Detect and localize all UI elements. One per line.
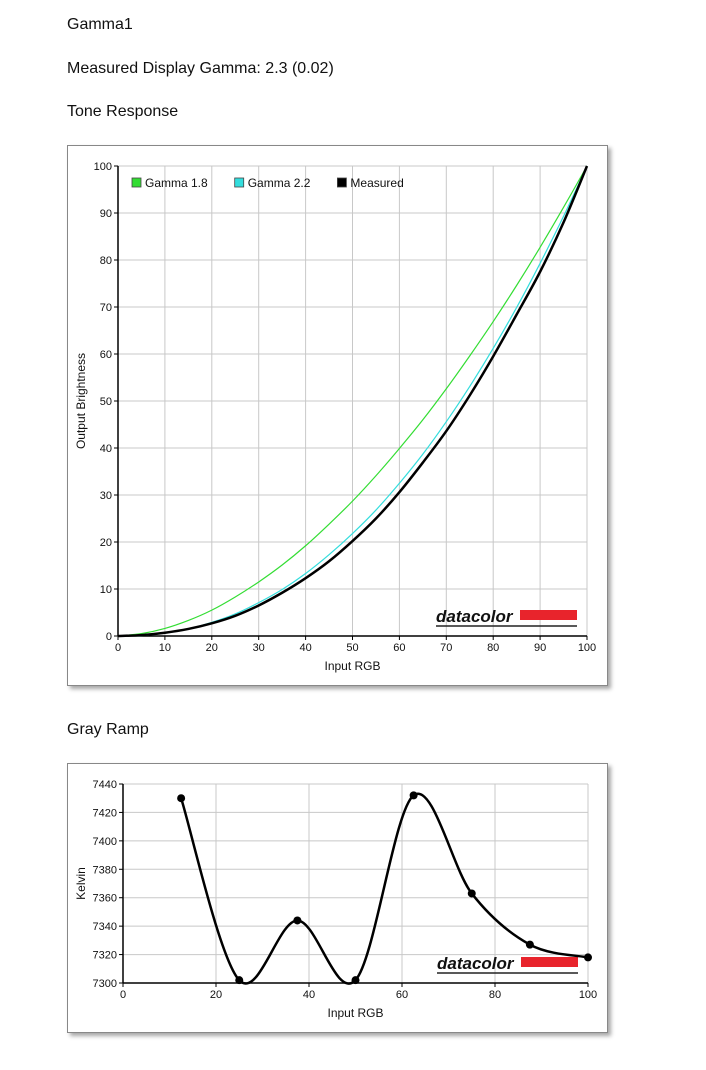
y-tick-label: 7360: [93, 893, 117, 905]
x-tick-label: 70: [440, 642, 452, 654]
data-point: [525, 940, 534, 949]
y-tick-label: 50: [100, 396, 112, 408]
datacolor-logo-bar: [521, 957, 578, 967]
x-tick-label: 30: [253, 642, 265, 654]
data-point: [467, 889, 476, 898]
y-tick-label: 7380: [93, 864, 117, 876]
x-tick-label: 40: [299, 642, 311, 654]
data-point: [235, 976, 244, 985]
y-tick-label: 90: [100, 208, 112, 220]
y-tick-label: 7400: [93, 836, 117, 848]
y-tick-label: 40: [100, 443, 112, 455]
x-tick-label: 40: [303, 989, 315, 1001]
y-tick-label: 7340: [93, 921, 117, 933]
page-title: Gamma1: [67, 16, 133, 33]
y-tick-label: 30: [100, 490, 112, 502]
x-tick-label: 90: [534, 642, 546, 654]
x-tick-label: 60: [396, 989, 408, 1001]
x-axis-label: Input RGB: [324, 659, 380, 673]
measured-gamma-text: Measured Display Gamma: 2.3 (0.02): [67, 60, 334, 77]
data-point: [409, 791, 418, 800]
y-tick-label: 70: [100, 302, 112, 314]
legend-label: Measured: [350, 176, 403, 190]
datacolor-logo-text: datacolor: [436, 607, 514, 626]
legend-swatch: [131, 177, 142, 188]
series-line-2: [117, 165, 589, 638]
series-line-0: [117, 165, 588, 637]
y-tick-label: 7300: [93, 978, 117, 990]
y-tick-label: 7440: [93, 779, 117, 791]
x-tick-label: 80: [487, 642, 499, 654]
y-tick-label: 7420: [93, 807, 117, 819]
x-tick-label: 80: [489, 989, 501, 1001]
data-point: [177, 794, 186, 803]
x-tick-label: 10: [159, 642, 171, 654]
series-line-0: [179, 792, 589, 985]
gray-ramp-chart: 0 20 40 60 80 100 7300 7320 7340 7360 7380 7400 7420…: [74, 779, 597, 1020]
data-point: [584, 953, 592, 962]
tone-response-heading: Tone Response: [67, 103, 179, 120]
y-tick-label: 20: [100, 537, 112, 549]
y-tick-label: 7320: [93, 950, 117, 962]
datacolor-logo-bar: [520, 610, 577, 620]
x-tick-label: 100: [578, 642, 596, 654]
y-tick-label: 60: [100, 349, 112, 361]
legend-label: Gamma 2.2: [248, 176, 311, 190]
x-tick-label: 60: [393, 642, 405, 654]
x-tick-label: 0: [115, 642, 121, 654]
x-tick-label: 50: [346, 642, 358, 654]
x-tick-label: 20: [210, 989, 222, 1001]
x-tick-label: 0: [120, 989, 126, 1001]
legend-swatch: [234, 177, 245, 188]
y-tick-label: 80: [100, 255, 112, 267]
y-tick-label: 100: [94, 161, 112, 173]
x-tick-label: 100: [579, 989, 597, 1001]
legend-label: Gamma 1.8: [145, 176, 208, 190]
y-axis-label: Kelvin: [74, 867, 88, 900]
legend-swatch: [337, 177, 347, 188]
y-tick-label: 10: [100, 584, 112, 596]
y-axis-label: Output Brightness: [74, 353, 88, 449]
tone-response-chart: 0 10 20 30 40 50 60 70 80 90 100 0 10 20 30 40 50 60 70 80 9…: [74, 161, 596, 673]
gray-ramp-panel: 0 20 40 60 80 100 7300 7320 7340 7360 7380 7400 7420…: [67, 763, 608, 1033]
datacolor-logo-text: datacolor: [437, 954, 515, 973]
tone-response-panel: 0 10 20 30 40 50 60 70 80 90 100 0 10 20 30 40 50 60 70 80 9…: [67, 145, 608, 686]
x-axis-label: Input RGB: [327, 1006, 383, 1020]
data-point: [351, 976, 360, 985]
data-point: [293, 916, 302, 925]
gray-ramp-heading: Gray Ramp: [67, 721, 149, 738]
y-tick-label: 0: [106, 631, 112, 643]
x-tick-label: 20: [206, 642, 218, 654]
